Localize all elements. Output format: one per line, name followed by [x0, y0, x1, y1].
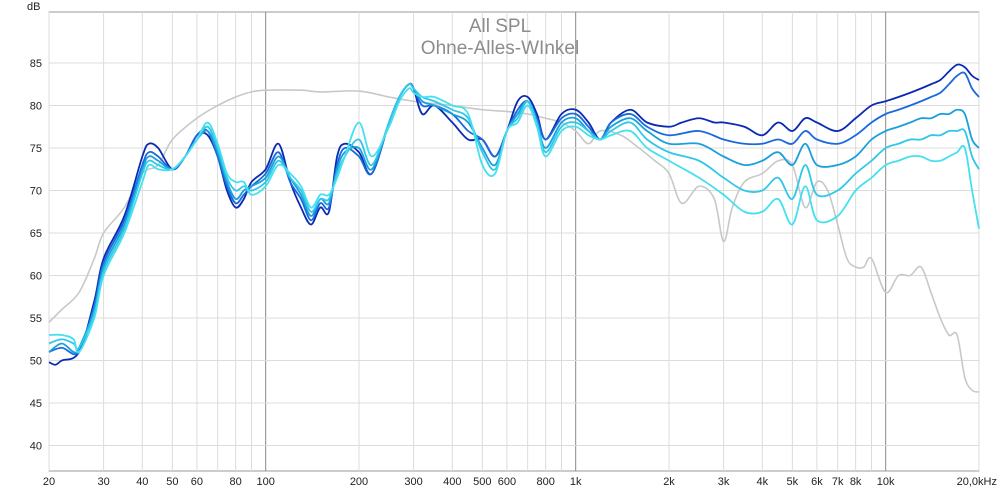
y-tick-label: 55	[30, 313, 42, 325]
series-line-6	[48, 87, 980, 354]
y-tick-label: 60	[30, 271, 42, 283]
plot-area	[48, 11, 980, 472]
y-tick-label: 50	[30, 356, 42, 368]
x-tick-label: 2k	[663, 476, 675, 488]
x-tick-label: 8k	[850, 476, 862, 488]
x-tick-label: 10k	[877, 476, 895, 488]
x-tick-label: 100	[257, 476, 275, 488]
y-tick-label: 70	[30, 186, 42, 198]
x-tick-label: 4k	[757, 476, 769, 488]
y-tick-label: 65	[30, 228, 42, 240]
x-tick-label: 3k	[718, 476, 730, 488]
x-tick-label: 80	[230, 476, 242, 488]
x-tick-label: 400	[443, 476, 461, 488]
y-tick-label: 80	[30, 101, 42, 113]
x-tick-label: 5k	[787, 476, 799, 488]
x-tick-label: 1k	[570, 476, 582, 488]
grid	[48, 12, 980, 471]
y-tick-label: 75	[30, 143, 42, 155]
x-tick-label: 20	[43, 476, 55, 488]
series-line-1	[48, 89, 980, 393]
x-tick-label: 6k	[811, 476, 823, 488]
x-tick-label: 20,0kHz	[957, 476, 997, 488]
x-tick-label: 40	[136, 476, 148, 488]
x-tick-label: 7k	[832, 476, 844, 488]
series-group	[48, 63, 980, 393]
y-axis-label: dB	[27, 1, 40, 13]
x-tick-label: 600	[498, 476, 516, 488]
y-tick-label: 85	[30, 58, 42, 70]
y-tick-label: 40	[30, 441, 42, 453]
x-tick-label: 300	[404, 476, 422, 488]
x-tick-label: 800	[536, 476, 554, 488]
tick-labels: 20 30 40 50 60 80 100 200 300 400 500 600 800 1k 2k 3k 4…	[30, 58, 997, 488]
y-tick-label: 45	[30, 398, 42, 410]
x-tick-label: 30	[97, 476, 109, 488]
x-tick-label: 60	[191, 476, 203, 488]
chart-title: All SPL	[469, 16, 531, 37]
x-tick-label: 200	[350, 476, 368, 488]
x-tick-label: 500	[473, 476, 491, 488]
x-tick-label: 50	[166, 476, 178, 488]
chart-subtitle: Ohne-Alles-WInkel	[421, 38, 579, 59]
